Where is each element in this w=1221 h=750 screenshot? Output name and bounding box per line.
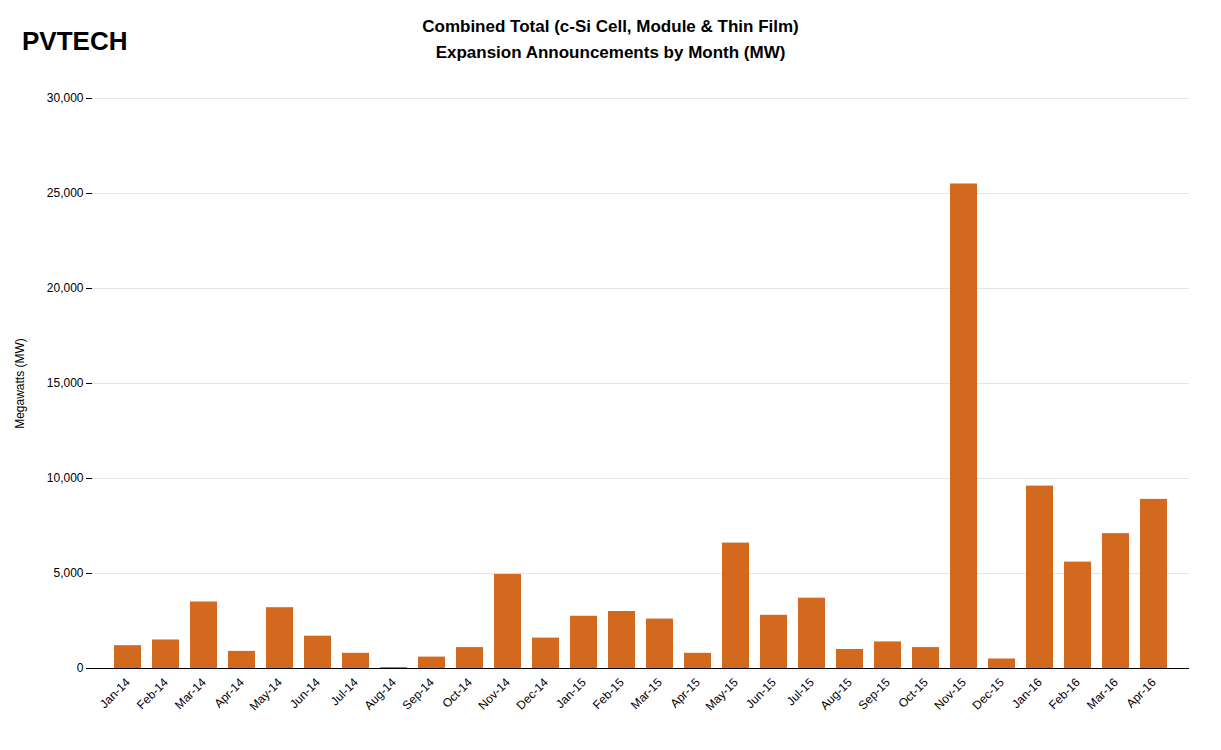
svg-text:Jan-15: Jan-15	[553, 675, 589, 711]
svg-text:0: 0	[77, 661, 84, 675]
html-text:Expansion Announcements by Mon: Expansion Announcements by Month (MW)	[435, 42, 786, 62]
svg-text:Feb-16: Feb-16	[1046, 675, 1083, 712]
svg-text:Jan-16: Jan-16	[1009, 675, 1045, 711]
html-text:Combined Total (c-Si Cell, Mod: Combined Total (c-Si Cell, Module & Thin…	[422, 17, 799, 36]
svg-text:Mar-15: Mar-15	[628, 675, 665, 712]
svg-text:Dec-14: Dec-14	[514, 675, 551, 712]
svg-text:Apr-15: Apr-15	[667, 675, 703, 711]
svg-text:Jun-15: Jun-15	[743, 675, 779, 711]
svg-text:Oct-14: Oct-14	[439, 675, 475, 711]
svg-text:Jun-14: Jun-14	[287, 675, 323, 711]
svg-text:20,000: 20,000	[47, 281, 84, 295]
svg-text:Dec-15: Dec-15	[970, 675, 1007, 712]
svg-text:Jan-14: Jan-14	[97, 675, 133, 711]
svg-text:Nov-14: Nov-14	[476, 675, 513, 712]
svg-text:25,000: 25,000	[47, 186, 84, 200]
svg-text:Jul-15: Jul-15	[784, 675, 817, 708]
svg-text:May-15: May-15	[703, 675, 741, 713]
svg-text:Sep-15: Sep-15	[856, 675, 893, 712]
svg-text:10,000: 10,000	[47, 471, 84, 485]
svg-text:Apr-16: Apr-16	[1123, 675, 1159, 711]
svg-text:15,000: 15,000	[47, 376, 84, 390]
svg-text:Feb-15: Feb-15	[590, 675, 627, 712]
svg-text:Jul-14: Jul-14	[328, 675, 361, 708]
svg-text:Aug-14: Aug-14	[362, 675, 399, 712]
svg-text:Apr-14: Apr-14	[211, 675, 247, 711]
svg-text:Sep-14: Sep-14	[400, 675, 437, 712]
svg-text:Nov-15: Nov-15	[932, 675, 969, 712]
svg-text:Megawatts (MW): Megawatts (MW)	[13, 338, 27, 429]
svg-text:May-14: May-14	[247, 675, 285, 713]
svg-text:Mar-14: Mar-14	[172, 675, 209, 712]
svg-text:Mar-16: Mar-16	[1084, 675, 1121, 712]
html-text:PVTECH: PVTECH	[22, 26, 128, 56]
svg-text:Oct-15: Oct-15	[895, 675, 931, 711]
svg-text:Aug-15: Aug-15	[818, 675, 855, 712]
svg-text:5,000: 5,000	[53, 566, 83, 580]
svg-text:Feb-14: Feb-14	[134, 675, 171, 712]
svg-text:30,000: 30,000	[47, 91, 84, 105]
